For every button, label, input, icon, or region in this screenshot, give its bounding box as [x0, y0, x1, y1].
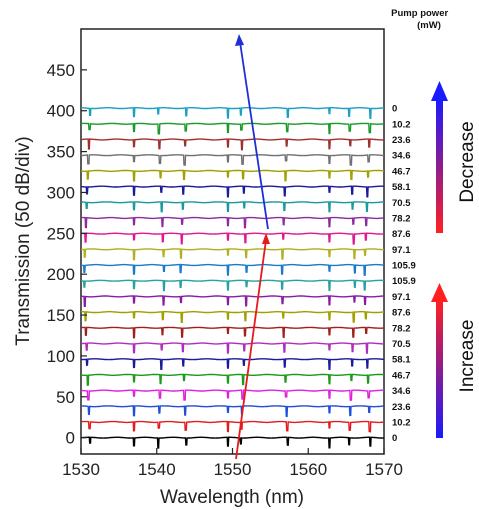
series-line-20	[81, 122, 384, 135]
increase-label: Increase	[457, 320, 478, 393]
pump-power-label-14: 78.2	[392, 213, 411, 224]
series-line-21	[81, 107, 384, 120]
pump-power-label-15: 70.5	[392, 198, 411, 209]
pump-power-label-5: 58.1	[392, 355, 411, 366]
pump-power-label-21: 0	[392, 104, 397, 115]
series-line-11	[81, 263, 384, 276]
pump-power-label-20: 10.2	[392, 119, 411, 130]
y-tick-label: 350	[47, 143, 75, 162]
series-line-13	[80, 232, 384, 245]
x-tick-group: 1530 1540 1550 1560 1570	[62, 448, 403, 479]
series-line-7	[81, 326, 384, 339]
pump-power-label-10: 105.9	[392, 276, 416, 287]
series-line-14	[81, 216, 385, 229]
y-tick-label: 0	[66, 429, 75, 448]
y-tick-label: 250	[47, 224, 75, 243]
pump-power-label-17: 46.7	[392, 166, 411, 177]
series-line-1	[81, 420, 384, 433]
series-line-15	[80, 201, 384, 213]
y-tick-label: 450	[47, 61, 75, 80]
pump-power-label-9: 97.1	[392, 292, 411, 303]
series-line-18	[80, 154, 384, 166]
y-tick-label: 100	[47, 347, 75, 366]
x-tick-label: 1550	[214, 460, 252, 479]
pump-power-label-1: 10.2	[392, 417, 411, 428]
series-line-6	[81, 342, 384, 354]
pump-power-label-7: 78.2	[392, 323, 411, 334]
legend-title-line2: (mW)	[417, 20, 441, 31]
series-line-9	[81, 295, 384, 307]
decrease-label: Decrease	[457, 121, 478, 202]
y-tick-label: 200	[47, 265, 75, 284]
series-line-10	[81, 279, 384, 292]
decrease-gradient-arrow	[431, 81, 448, 233]
series-line-4	[81, 373, 384, 386]
series-line-5	[81, 358, 384, 370]
pump-power-labels: 0 10.2 23.6 34.6 46.7 58.1 70.5 78.2 87.6 97.1 105…	[392, 104, 416, 445]
pump-power-label-0: 0	[392, 433, 397, 444]
increase-trend-arrow	[235, 233, 270, 460]
decrease-trend-arrow	[235, 34, 269, 230]
increase-gradient-arrow	[431, 283, 448, 438]
series-group	[80, 107, 385, 449]
series-line-19	[81, 138, 384, 151]
pump-power-label-19: 23.6	[392, 135, 411, 146]
pump-power-label-12: 97.1	[392, 245, 411, 256]
series-line-16	[81, 185, 384, 198]
x-axis-title: Wavelength (nm)	[160, 487, 304, 508]
pump-power-label-2: 23.6	[392, 402, 411, 413]
pump-power-label-6: 70.5	[392, 339, 411, 350]
legend-title: Pump power (mW)	[391, 8, 451, 31]
x-tick-label: 1570	[365, 460, 403, 479]
pump-power-label-4: 46.7	[392, 370, 411, 381]
x-tick-label: 1530	[62, 460, 100, 479]
series-line-17	[80, 169, 385, 182]
y-tick-label: 300	[47, 183, 75, 202]
legend-title-line1: Pump power	[391, 8, 448, 19]
pump-power-label-3: 34.6	[392, 386, 411, 397]
x-tick-label: 1560	[289, 460, 327, 479]
y-axis-title: Transmission (50 dB/div)	[13, 136, 34, 345]
series-line-3	[80, 389, 384, 401]
y-tick-label: 400	[47, 102, 75, 121]
series-line-8	[81, 311, 384, 323]
y-tick-group: 0 50 100 150 200 250 300 350 400 450	[47, 61, 87, 448]
series-line-0	[80, 436, 384, 449]
pump-power-label-16: 58.1	[392, 182, 411, 193]
pump-power-label-18: 34.6	[392, 151, 411, 162]
pump-power-label-13: 87.6	[392, 229, 411, 240]
y-tick-label: 150	[47, 306, 75, 325]
y-tick-label: 50	[56, 388, 75, 407]
series-line-12	[81, 248, 384, 261]
series-line-2	[81, 405, 385, 418]
x-tick-label: 1540	[138, 460, 176, 479]
pump-power-label-11: 105.9	[392, 261, 416, 272]
pump-power-label-8: 87.6	[392, 308, 411, 319]
